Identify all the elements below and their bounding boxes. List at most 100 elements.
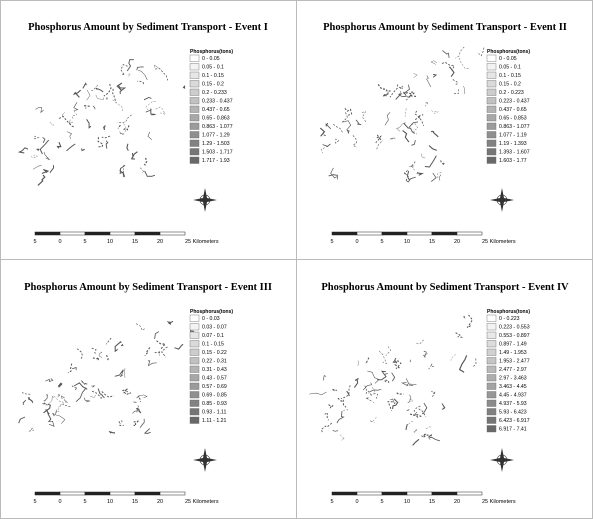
legend-swatch — [487, 315, 496, 322]
legend-swatch — [190, 72, 199, 79]
legend-item: 4.45 - 4.937 — [499, 393, 527, 399]
legend-swatch — [190, 383, 199, 390]
scale-label: 10 — [107, 239, 113, 245]
legend-swatch — [487, 341, 496, 348]
scale-bar-segment — [432, 492, 457, 495]
scale-bar-segment — [110, 232, 135, 235]
map-title: Phosphorus Amount by Sediment Transport … — [24, 282, 272, 293]
scale-bar-segment — [35, 232, 60, 235]
legend-swatch — [487, 81, 496, 88]
legend-item: 2.477 - 2.97 — [499, 367, 527, 373]
legend-item: 1.49 - 1.953 — [499, 350, 527, 356]
legend-swatch — [190, 332, 199, 339]
legend-swatch — [487, 366, 496, 373]
legend-swatch — [190, 157, 199, 164]
legend-item: 6.423 - 6.917 — [499, 418, 530, 424]
legend-item: 0.15 - 0.2 — [202, 82, 224, 88]
legend-swatch — [190, 349, 199, 356]
scale-label: 15 — [429, 239, 435, 245]
scale-label: 20 — [454, 239, 460, 245]
legend-swatch — [190, 64, 199, 71]
scale-bar-segment — [160, 492, 185, 495]
scale-label: 0 — [355, 239, 358, 245]
legend-item: 1.077 - 1.19 — [499, 133, 527, 139]
legend-item: 0.85 - 0.93 — [202, 401, 227, 407]
legend-item: 3.463 - 4.45 — [499, 384, 527, 390]
map-title: Phosphorus Amount by Sediment Transport … — [28, 22, 268, 33]
legend-item: 5.93 - 6.423 — [499, 410, 527, 416]
legend-swatch — [190, 106, 199, 113]
scale-bar-segment — [135, 232, 160, 235]
legend-swatch — [190, 315, 199, 322]
scale-bar-segment — [382, 492, 407, 495]
legend-item: 1.603 - 1.77 — [499, 158, 527, 164]
legend-swatch — [190, 324, 199, 331]
legend-swatch — [487, 157, 496, 164]
legend-swatch — [487, 106, 496, 113]
legend-item: 0.1 - 0.15 — [202, 73, 224, 79]
scale-label: 25 Kilometers — [482, 499, 516, 505]
scale-label: 20 — [454, 499, 460, 505]
legend-swatch — [190, 123, 199, 130]
scale-bar-segment — [332, 492, 357, 495]
legend-swatch — [190, 409, 199, 416]
legend-swatch — [487, 55, 496, 62]
scale-label: 15 — [429, 499, 435, 505]
scale-label: 15 — [132, 239, 138, 245]
legend-item: 0 - 0.05 — [499, 56, 517, 62]
legend-swatch — [487, 426, 496, 433]
scale-label: 25 Kilometers — [185, 499, 219, 505]
legend-title: Phosphorus(tons) — [487, 309, 530, 315]
legend-item: 0.2 - 0.233 — [202, 90, 227, 96]
legend-swatch — [487, 392, 496, 399]
scale-label: 5 — [83, 239, 86, 245]
scale-bar-segment — [407, 492, 432, 495]
legend-item: 1.077 - 1.29 — [202, 133, 230, 139]
scale-bar-segment — [357, 492, 382, 495]
legend-swatch — [487, 375, 496, 382]
legend-swatch — [487, 149, 496, 156]
legend-swatch — [487, 132, 496, 139]
scale-bar-segment — [60, 232, 85, 235]
legend-item: 0.93 - 1.11 — [202, 410, 227, 416]
scale-label: 10 — [404, 239, 410, 245]
scale-bar-segment — [357, 232, 382, 235]
scale-bar-segment — [457, 232, 482, 235]
legend-item: 0.2 - 0.223 — [499, 90, 524, 96]
legend-item: 0 - 0.223 — [499, 316, 520, 322]
legend-swatch — [487, 324, 496, 331]
scale-label: 20 — [157, 239, 163, 245]
map-title: Phosphorus Amount by Sediment Transport … — [321, 282, 569, 293]
legend-swatch — [190, 98, 199, 105]
legend-item: 0.03 - 0.07 — [202, 325, 227, 331]
legend-item: 0.57 - 0.69 — [202, 384, 227, 390]
legend-item: 6.917 - 7.41 — [499, 427, 527, 433]
scale-label: 5 — [33, 499, 36, 505]
legend-swatch — [190, 115, 199, 122]
legend-item: 0 - 0.03 — [202, 316, 220, 322]
legend-item: 1.11 - 1.21 — [202, 418, 227, 424]
legend-swatch — [487, 417, 496, 424]
scale-bar-segment — [457, 492, 482, 495]
legend-item: 0 - 0.05 — [202, 56, 220, 62]
legend-item: 0.223 - 0.553 — [499, 325, 530, 331]
legend-swatch — [487, 358, 496, 365]
legend-item: 0.31 - 0.43 — [202, 367, 227, 373]
scale-label: 10 — [107, 499, 113, 505]
scale-label: 5 — [380, 499, 383, 505]
legend-title: Phosphorus(tons) — [487, 49, 530, 55]
legend-swatch — [487, 64, 496, 71]
scale-label: 5 — [33, 239, 36, 245]
scale-bar-segment — [60, 492, 85, 495]
scale-label: 10 — [404, 499, 410, 505]
legend-item: 0.1 - 0.15 — [499, 73, 521, 79]
map-title: Phosphorus Amount by Sediment Transport … — [323, 22, 567, 33]
legend-item: 0.22 - 0.31 — [202, 359, 227, 365]
legend-item: 1.393 - 1.607 — [499, 150, 530, 156]
legend-swatch — [487, 383, 496, 390]
scale-bar-segment — [85, 492, 110, 495]
legend-item: 0.69 - 0.85 — [202, 393, 227, 399]
scale-bar-segment — [135, 492, 160, 495]
legend-swatch — [487, 115, 496, 122]
scale-label: 15 — [132, 499, 138, 505]
